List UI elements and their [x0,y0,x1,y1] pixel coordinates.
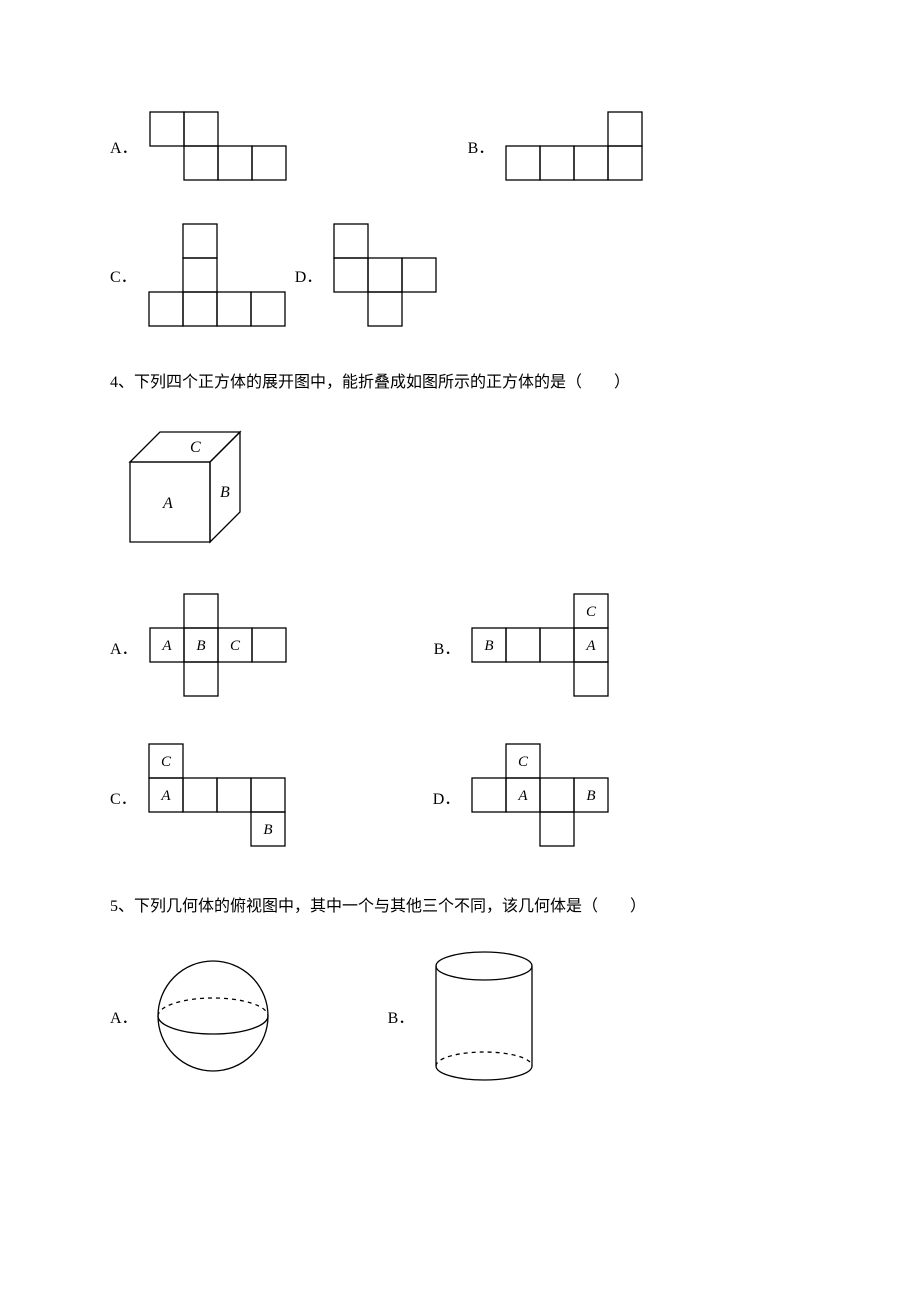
svg-text:A: A [518,788,529,804]
q3-optB-figure [504,110,644,182]
q5-optA-sphere [148,951,278,1081]
q4-optA-figure: A B C [148,592,294,702]
q4-optA-label: A． [110,635,138,659]
q3-optC-figure [147,222,287,328]
q4-optD-figure: C A B [470,742,616,852]
q3-optA-label: A． [110,134,138,158]
q3-row2: C． D． [110,222,810,328]
q3-optC-label: C． [110,263,137,287]
q4-row2: C． C A B D． C A B [110,742,810,852]
q4-optB-label: B． [434,635,461,659]
q3-optD-label: D． [295,263,323,287]
svg-text:B: B [196,638,205,654]
q3-optD-figure [332,222,442,328]
svg-text:C: C [190,439,201,456]
svg-text:A: A [161,638,172,654]
q4-optC-label: C． [110,785,137,809]
q4-optB-figure: C B A [470,592,616,702]
q3-optA-figure [148,110,288,182]
q4-text: 4、下列四个正方体的展开图中，能折叠成如图所示的正方体的是（ ） [110,368,810,392]
q5-text: 5、下列几何体的俯视图中，其中一个与其他三个不同，该几何体是（ ） [110,892,810,916]
q4-optC-figure: C A B [147,742,293,852]
q4-cube: C B A [120,422,260,552]
svg-text:C: C [161,754,172,770]
q5-optB-cylinder [424,946,544,1086]
q5-optA-label: A． [110,1004,138,1028]
q5-optB-label: B． [388,1004,415,1028]
svg-text:B: B [485,638,494,654]
q5-row1: A． B． [110,946,810,1086]
svg-text:C: C [586,604,597,620]
svg-text:A: A [586,638,597,654]
q3-row1: A． B． [110,110,810,182]
svg-text:A: A [160,788,171,804]
q4-optD-label: D． [433,785,461,809]
svg-text:B: B [263,822,272,838]
svg-text:B: B [587,788,596,804]
q4-cube-row: C B A [110,422,810,552]
q4-row1: A． A B C B． C B A [110,592,810,702]
svg-text:B: B [220,484,230,501]
q3-optB-label: B． [468,134,495,158]
svg-text:C: C [230,638,241,654]
page: A． B． C． D． 4、下列四个正方体的展开图中，能折叠成如 [0,0,920,1166]
svg-text:C: C [518,754,529,770]
svg-text:A: A [162,495,173,512]
